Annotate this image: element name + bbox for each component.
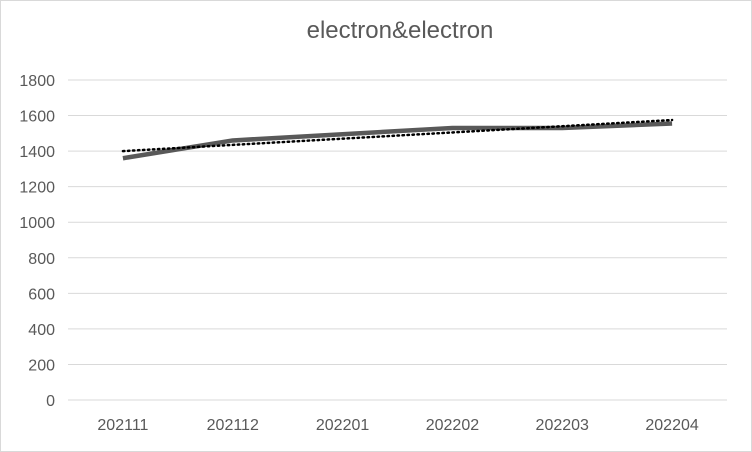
y-tick-label: 200 [28, 357, 55, 374]
y-tick-label: 1000 [19, 215, 55, 232]
x-tick-label: 202202 [426, 417, 479, 434]
series-line [122, 121, 673, 161]
y-tick-label: 600 [28, 286, 55, 303]
x-tick-label: 202111 [97, 417, 148, 434]
x-tick-label: 202204 [645, 417, 698, 434]
y-tick-label: 1800 [19, 73, 55, 90]
y-tick-label: 1400 [19, 144, 55, 161]
y-tick-label: 800 [28, 251, 55, 268]
y-tick-label: 0 [46, 393, 55, 410]
x-tick-label: 202203 [536, 417, 589, 434]
y-tick-label: 400 [28, 322, 55, 339]
x-tick-label: 202112 [207, 417, 259, 434]
chart-title: electron&electron [306, 17, 494, 44]
trendline [121, 118, 674, 153]
y-tick-label: 1600 [19, 109, 55, 126]
y-tick-label: 1200 [19, 180, 55, 197]
x-tick-label: 202201 [316, 417, 369, 434]
